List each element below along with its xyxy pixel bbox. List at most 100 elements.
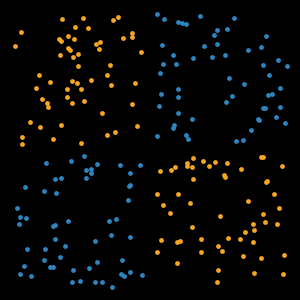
Point [282,121,287,125]
Point [221,172,226,177]
Point [184,21,189,26]
Point [216,243,221,248]
Point [105,72,110,77]
Point [58,176,63,181]
Point [13,44,18,49]
Point [133,80,137,85]
Point [70,279,75,284]
Point [48,79,52,84]
Point [140,273,144,278]
Point [176,111,181,116]
Point [185,136,190,141]
Point [285,63,290,68]
Point [57,254,62,259]
Point [210,55,215,60]
Point [263,106,268,110]
Point [219,248,224,253]
Point [41,189,46,194]
Point [84,176,88,180]
Point [265,93,270,98]
Point [38,124,43,129]
Point [23,216,28,220]
Point [191,56,196,61]
Point [274,222,279,226]
Point [130,102,134,107]
Point [71,37,76,41]
Point [199,249,204,254]
Point [190,116,195,121]
Point [278,105,283,110]
Point [63,244,68,249]
Point [212,32,217,37]
Point [216,267,220,272]
Point [98,39,103,44]
Point [44,160,49,165]
Point [170,126,175,130]
Point [89,77,94,82]
Point [234,138,239,143]
Point [14,205,19,210]
Point [191,177,196,182]
Point [58,52,63,57]
Point [25,246,30,251]
Point [225,26,230,31]
Point [96,47,101,52]
Point [79,141,83,146]
Point [79,87,83,92]
Point [56,36,61,41]
Point [218,214,223,219]
Point [64,94,69,99]
Point [278,85,283,90]
Point [250,221,255,226]
Point [73,25,77,29]
Point [50,265,55,269]
Point [88,167,93,172]
Point [174,239,179,244]
Point [81,154,86,158]
Point [257,118,262,122]
Point [83,168,88,173]
Point [94,260,99,265]
Point [246,199,251,204]
Point [88,170,93,175]
Point [159,238,164,243]
Point [76,63,80,68]
Point [263,34,268,38]
Point [70,268,75,273]
Point [259,44,264,49]
Point [213,160,218,164]
Point [260,155,265,160]
Point [17,214,22,219]
Point [82,99,87,103]
Point [214,279,219,284]
Point [60,17,65,22]
Point [68,159,73,164]
Point [158,91,163,96]
Point [161,61,166,66]
Point [190,165,195,170]
Point [59,39,64,44]
Point [173,62,178,67]
Point [99,111,104,116]
Point [69,79,74,84]
Point [171,53,176,58]
Point [129,34,134,39]
Point [155,11,160,16]
Point [106,219,111,224]
Point [258,256,263,261]
Point [176,95,181,100]
Point [53,223,58,227]
Point [40,96,45,101]
Point [70,55,75,59]
Point [51,136,56,141]
Point [175,20,180,25]
Point [168,167,173,172]
Point [51,224,56,228]
Point [264,179,269,184]
Point [113,217,118,221]
Point [20,141,25,146]
Point [168,210,173,215]
Point [224,100,229,105]
Point [260,63,265,68]
Point [74,81,79,85]
